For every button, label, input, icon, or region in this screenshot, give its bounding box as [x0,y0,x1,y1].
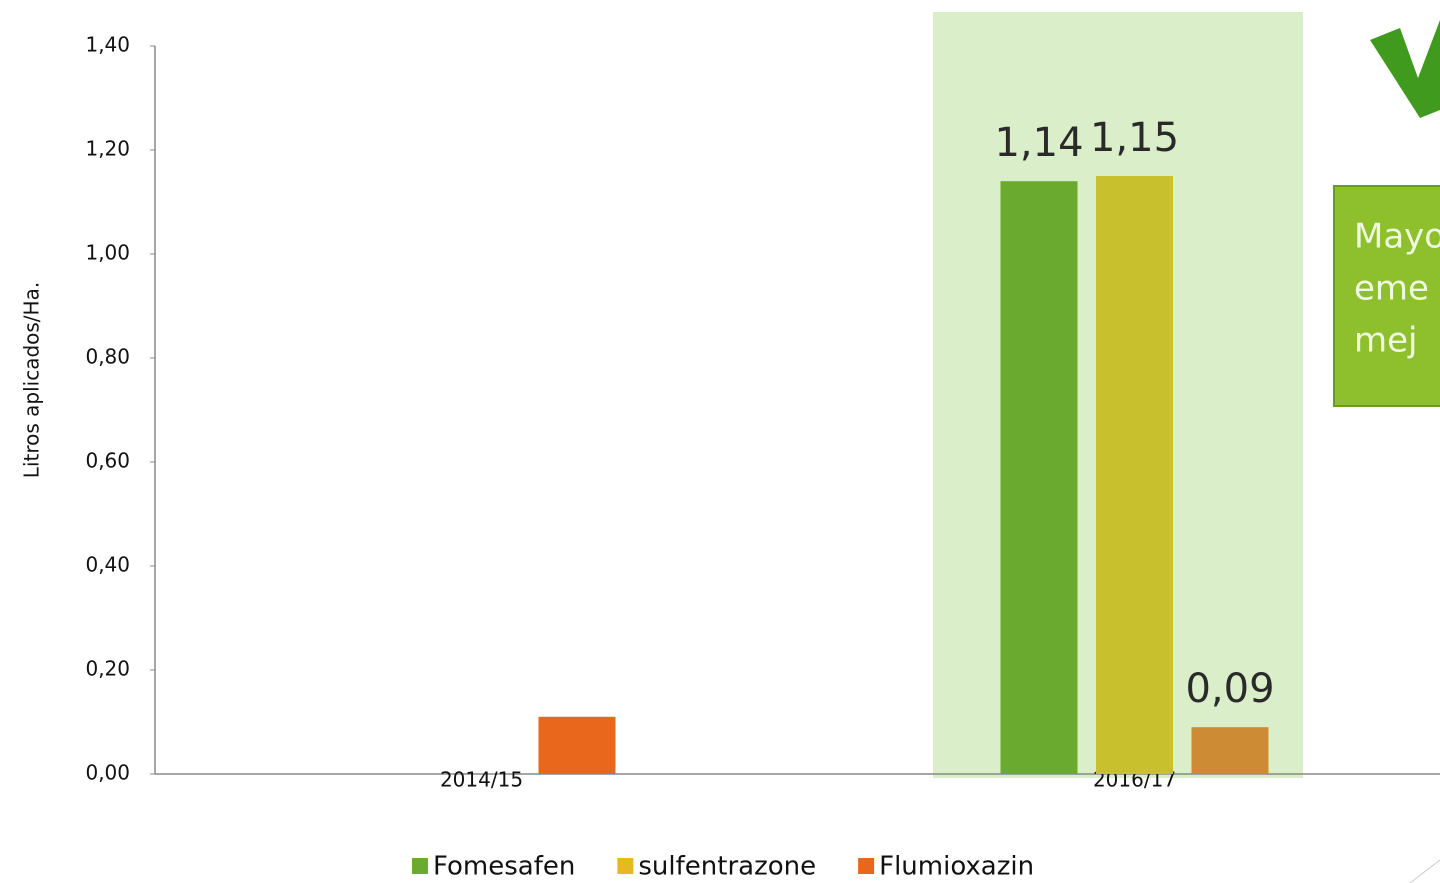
annotation-line: eme [1354,269,1429,309]
legend-swatch [617,858,634,874]
annotation-box [1333,185,1440,407]
y-tick-label: 0,60 [85,449,130,473]
legend-label: sulfentrazone [638,852,816,882]
bar [538,716,616,774]
bar [1191,727,1269,774]
y-tick-label: 1,20 [85,137,130,161]
data-label: 0,09 [1185,666,1274,712]
legend-label: Flumioxazin [879,852,1034,882]
y-tick-label: 0,40 [85,553,130,577]
decoration [1409,859,1440,883]
legend-swatch [858,858,875,874]
legend-label: Fomesafen [433,852,575,882]
check-icon [1370,20,1440,118]
y-tick-label: 1,40 [85,33,130,57]
y-tick-label: 0,80 [85,345,130,369]
y-axis-title: Litros aplicados/Ha. [20,282,44,478]
bar [1000,181,1078,774]
bar [1096,176,1173,774]
data-label: 1,14 [994,120,1083,166]
annotation-line: Mayo [1354,217,1440,257]
data-label: 1,15 [1090,115,1179,161]
y-tick-label: 0,00 [85,761,130,785]
y-tick-label: 1,00 [85,241,130,265]
legend-swatch [412,858,428,874]
x-tick-label: 2014/15 [440,768,523,792]
annotation-line: mej [1354,321,1417,361]
y-tick-label: 0,20 [85,657,130,681]
